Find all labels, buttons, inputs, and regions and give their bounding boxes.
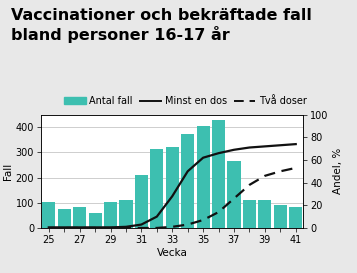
Bar — [73, 207, 86, 228]
Bar — [89, 213, 102, 228]
Bar — [258, 200, 271, 228]
Bar — [197, 126, 210, 228]
Bar — [150, 149, 164, 228]
Bar — [181, 133, 194, 228]
Bar — [289, 207, 302, 228]
Bar — [135, 175, 148, 228]
Bar — [212, 120, 225, 228]
Bar — [104, 201, 117, 228]
Text: Vaccinationer och bekräftade fall
bland personer 16-17 år: Vaccinationer och bekräftade fall bland … — [11, 8, 312, 43]
Bar — [119, 200, 132, 228]
Legend: Antal fall, Minst en dos, Två doser: Antal fall, Minst en dos, Två doser — [64, 96, 307, 106]
X-axis label: Vecka: Vecka — [157, 248, 188, 258]
Bar — [42, 201, 55, 228]
Bar — [274, 205, 287, 228]
Bar — [57, 209, 71, 228]
Bar — [227, 161, 241, 228]
Bar — [243, 200, 256, 228]
Y-axis label: Andel, %: Andel, % — [333, 148, 343, 194]
Bar — [166, 147, 179, 228]
Y-axis label: Fall: Fall — [3, 163, 13, 180]
